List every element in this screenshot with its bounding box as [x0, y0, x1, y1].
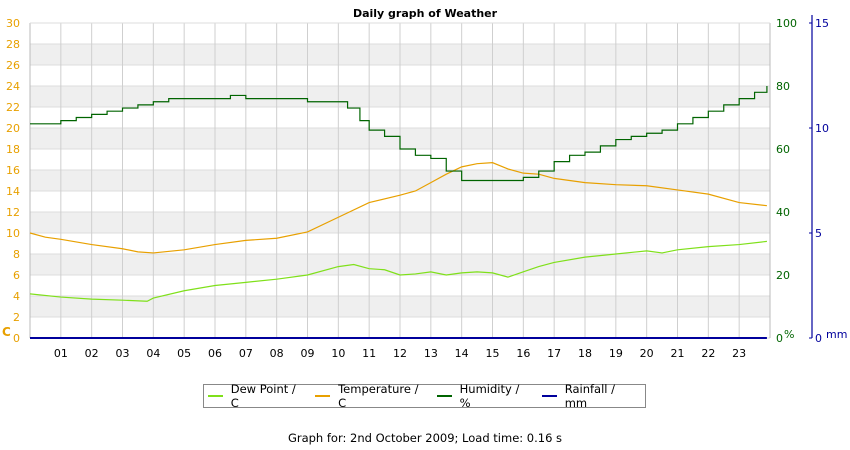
y-left-tick-label: 14 [6, 185, 20, 198]
temperature-swatch [315, 395, 331, 397]
series-line-1 [29, 162, 767, 254]
x-tick-label: 08 [270, 347, 284, 360]
y-left-tick-label: 4 [13, 290, 20, 303]
y-left-tick-label: 30 [6, 17, 20, 30]
y-left-tick-label: 18 [6, 143, 20, 156]
x-tick-label: 03 [116, 347, 130, 360]
y-right2-unit-label: mm [826, 328, 847, 341]
y-left-tick-label: 26 [6, 59, 20, 72]
x-tick-label: 19 [609, 347, 623, 360]
y-right1-tick-label: 60 [776, 143, 790, 156]
y-right2-tick-label: 0 [815, 332, 822, 345]
legend-item-dewpoint: Dew Point / C [208, 382, 301, 410]
y-left-tick-label: 20 [6, 122, 20, 135]
y-right1-tick-label: 100 [776, 17, 797, 30]
y-left-tick-label: 6 [13, 269, 20, 282]
x-tick-label: 14 [455, 347, 469, 360]
y-right1-tick-label: 0 [776, 332, 783, 345]
x-tick-label: 04 [146, 347, 160, 360]
x-tick-label: 05 [177, 347, 191, 360]
chart-title: Daily graph of Weather [353, 7, 498, 20]
series-line-2 [30, 86, 768, 182]
x-tick-label: 21 [671, 347, 685, 360]
legend-item-humidity: Humidity / % [436, 382, 528, 410]
dewpoint-swatch [208, 395, 223, 397]
y-left-tick-label: 10 [6, 227, 20, 240]
y-left-tick-label: 8 [13, 248, 20, 261]
y-left-tick-label: 24 [6, 80, 20, 93]
y-left-tick-label: 2 [13, 311, 20, 324]
y-left-unit-label: C [2, 325, 11, 339]
legend-label-rainfall: Rainfall / mm [564, 382, 616, 410]
legend-label-dewpoint: Dew Point / C [230, 382, 296, 410]
y-right2-tick-label: 5 [815, 227, 822, 240]
x-tick-label: 06 [208, 347, 222, 360]
y-left-tick-label: 16 [6, 164, 20, 177]
y-left-tick-label: 12 [6, 206, 20, 219]
legend-item-rainfall: Rainfall / mm [542, 382, 635, 410]
y-left-tick-label: 0 [13, 332, 20, 345]
x-tick-label: 18 [578, 347, 592, 360]
rainfall-swatch [542, 395, 557, 397]
x-tick-label: 15 [486, 347, 500, 360]
legend-label-temperature: Temperature / C [338, 382, 419, 410]
x-tick-label: 12 [393, 347, 407, 360]
series-line-0 [29, 240, 767, 302]
y-right2-tick-label: 15 [815, 17, 829, 30]
x-tick-label: 22 [701, 347, 715, 360]
x-tick-label: 10 [331, 347, 345, 360]
x-tick-label: 20 [640, 347, 654, 360]
y-left-tick-label: 22 [6, 101, 20, 114]
humidity-swatch [436, 395, 452, 397]
x-tick-label: 16 [516, 347, 530, 360]
y-right1-tick-label: 40 [776, 206, 790, 219]
legend-item-temperature: Temperature / C [315, 382, 423, 410]
y-left-tick-label: 28 [6, 38, 20, 51]
footer-text: Graph for: 2nd October 2009; Load time: … [287, 431, 563, 445]
x-tick-label: 23 [732, 347, 746, 360]
x-tick-label: 09 [301, 347, 315, 360]
legend: Dew Point / C Temperature / C Humidity /… [203, 382, 646, 410]
y-right1-tick-label: 20 [776, 269, 790, 282]
x-tick-label: 11 [362, 347, 376, 360]
legend-label-humidity: Humidity / % [459, 382, 520, 410]
x-tick-label: 07 [239, 347, 253, 360]
y-right2-tick-label: 10 [815, 122, 829, 135]
x-tick-label: 01 [54, 347, 68, 360]
x-tick-label: 13 [424, 347, 438, 360]
y-right1-tick-label: 80 [776, 80, 790, 93]
x-tick-label: 02 [85, 347, 99, 360]
x-tick-label: 17 [547, 347, 561, 360]
y-right1-unit-label: % [784, 328, 794, 341]
